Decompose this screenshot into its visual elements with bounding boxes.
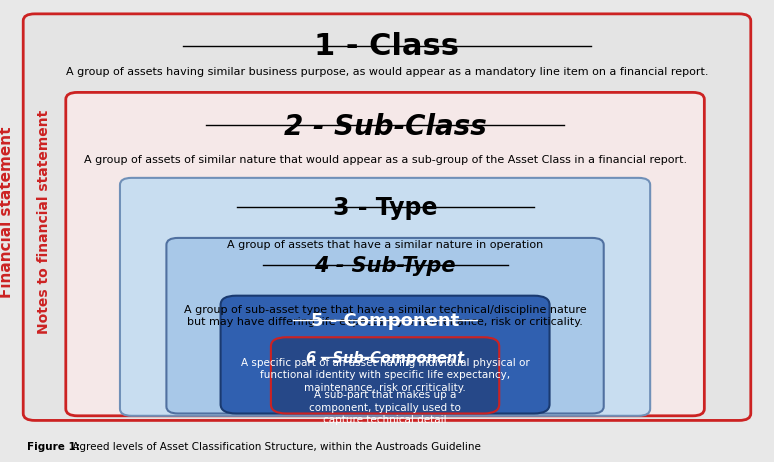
FancyBboxPatch shape <box>66 92 704 416</box>
Text: 6 - Sub-Component: 6 - Sub-Component <box>306 351 464 366</box>
Text: Figure 1:: Figure 1: <box>27 442 80 452</box>
FancyBboxPatch shape <box>221 296 550 413</box>
Text: A specific part of an asset having individual physical or
functional identity wi: A specific part of an asset having indiv… <box>241 358 529 393</box>
Text: Financial statement: Financial statement <box>0 127 14 298</box>
Text: A group of assets having similar business purpose, as would appear as a mandator: A group of assets having similar busines… <box>66 67 708 77</box>
Text: 2 - Sub-Class: 2 - Sub-Class <box>284 113 486 141</box>
Text: 3 - Type: 3 - Type <box>333 196 437 220</box>
Text: A sub-part that makes up a
component, typically used to
capture technical detail: A sub-part that makes up a component, ty… <box>309 390 461 425</box>
FancyBboxPatch shape <box>271 337 499 413</box>
Text: 4 - Sub-Type: 4 - Sub-Type <box>314 256 456 276</box>
Text: 1 - Class: 1 - Class <box>314 32 460 61</box>
FancyBboxPatch shape <box>23 14 751 420</box>
Text: A group of assets of similar nature that would appear as a sub-group of the Asse: A group of assets of similar nature that… <box>84 155 687 165</box>
Text: A group of assets that have a similar nature in operation: A group of assets that have a similar na… <box>227 240 543 250</box>
Text: 5 - Component: 5 - Component <box>311 312 459 330</box>
Text: Notes to financial statement: Notes to financial statement <box>37 109 51 334</box>
FancyBboxPatch shape <box>120 178 650 416</box>
FancyBboxPatch shape <box>166 238 604 413</box>
Text: Agreed levels of Asset Classification Structure, within the Austroads Guideline: Agreed levels of Asset Classification St… <box>69 442 481 452</box>
Text: A group of sub-asset type that have a similar technical/discipline nature
but ma: A group of sub-asset type that have a si… <box>183 305 587 327</box>
